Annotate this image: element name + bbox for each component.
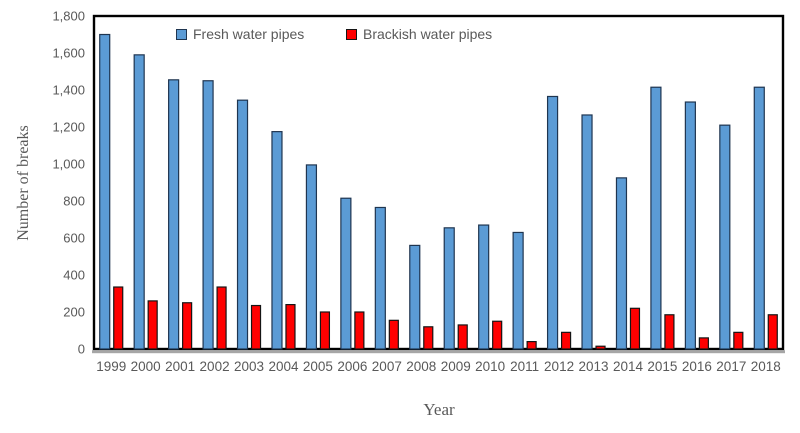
x-tick-label: 2011 [510, 359, 539, 374]
bar-fresh-2008 [409, 244, 421, 350]
bar-fresh-2007 [374, 206, 386, 350]
bar-brackish-2005 [319, 311, 331, 350]
y-tick-label: 200 [63, 305, 85, 320]
plot-border [92, 14, 785, 351]
x-tick-label: 2015 [647, 359, 677, 374]
x-tick-label: 2006 [337, 359, 367, 374]
bar-brackish-2017 [733, 331, 744, 350]
x-tick-label: 2013 [579, 359, 609, 374]
x-tick-label: 2010 [475, 359, 505, 374]
x-tick-label: 2001 [165, 359, 195, 374]
bar-brackish-2003 [250, 304, 262, 350]
bar-brackish-2000 [147, 300, 158, 350]
bar-fresh-2016 [684, 101, 696, 350]
bar-fresh-2015 [650, 86, 662, 350]
bar-brackish-2014 [629, 307, 641, 350]
bar-brackish-2009 [457, 324, 468, 350]
bar-fresh-2002 [202, 80, 214, 350]
bar-brackish-2011 [526, 341, 537, 350]
y-axis-title: Number of breaks [15, 125, 32, 241]
bar-fresh-2010 [478, 224, 490, 350]
x-tick-label: 2014 [613, 359, 644, 374]
x-tick-label: 2000 [131, 359, 161, 374]
y-tick-label: 400 [63, 268, 85, 283]
x-tick-label: 2007 [372, 359, 402, 374]
x-tick-label: 2018 [751, 359, 781, 374]
bar-brackish-1999 [113, 286, 124, 350]
bar-fresh-2004 [271, 131, 283, 350]
x-axis-title: Year [423, 400, 455, 419]
x-tick-label: 2005 [303, 359, 333, 374]
bar-fresh-2003 [236, 99, 249, 350]
bar-fresh-2011 [512, 231, 524, 350]
y-tick-label: 0 [78, 342, 85, 357]
bar-fresh-2017 [719, 124, 731, 350]
bar-fresh-2001 [168, 79, 180, 350]
bar-brackish-2015 [664, 314, 675, 350]
x-tick-label: 2012 [544, 359, 574, 374]
bar-brackish-2012 [560, 331, 572, 350]
bar-fresh-2009 [443, 227, 455, 350]
bar-fresh-2014 [615, 177, 628, 350]
x-tick-label: 2004 [268, 359, 299, 374]
y-tick-label: 800 [63, 194, 85, 209]
y-tick-label: 1,200 [52, 120, 85, 135]
bar-brackish-2016 [698, 337, 709, 350]
bar-brackish-2010 [492, 320, 503, 350]
bar-fresh-1999 [99, 33, 111, 350]
x-tick-label: 2008 [406, 359, 436, 374]
x-tick-label: 2003 [234, 359, 264, 374]
bar-fresh-2000 [133, 54, 145, 350]
x-tick-label: 2016 [682, 359, 712, 374]
bar-brackish-2002 [216, 286, 227, 350]
x-tick-label: 2017 [716, 359, 746, 374]
y-tick-label: 1,600 [52, 46, 85, 61]
y-tick-label: 1,800 [52, 9, 85, 24]
x-axis-baseline [92, 350, 785, 354]
bar-brackish-2008 [423, 326, 434, 350]
y-tick-label: 600 [63, 231, 85, 246]
bar-brackish-2004 [285, 304, 296, 350]
bar-fresh-2018 [753, 86, 765, 350]
bar-fresh-2013 [581, 114, 593, 350]
bar-fresh-2012 [546, 95, 559, 350]
y-tick-label: 1,000 [52, 157, 85, 172]
bar-brackish-2013 [595, 345, 606, 350]
bar-brackish-2001 [182, 302, 193, 350]
x-tick-label: 2009 [441, 359, 471, 374]
bar-fresh-2005 [305, 164, 318, 350]
bar-brackish-2006 [354, 311, 365, 350]
x-tick-label: 2002 [200, 359, 230, 374]
bar-brackish-2007 [388, 319, 399, 350]
y-tick-label: 1,400 [52, 83, 85, 98]
bar-brackish-2018 [767, 314, 778, 350]
x-tick-label: 1999 [96, 359, 126, 374]
bar-fresh-2006 [340, 197, 352, 350]
